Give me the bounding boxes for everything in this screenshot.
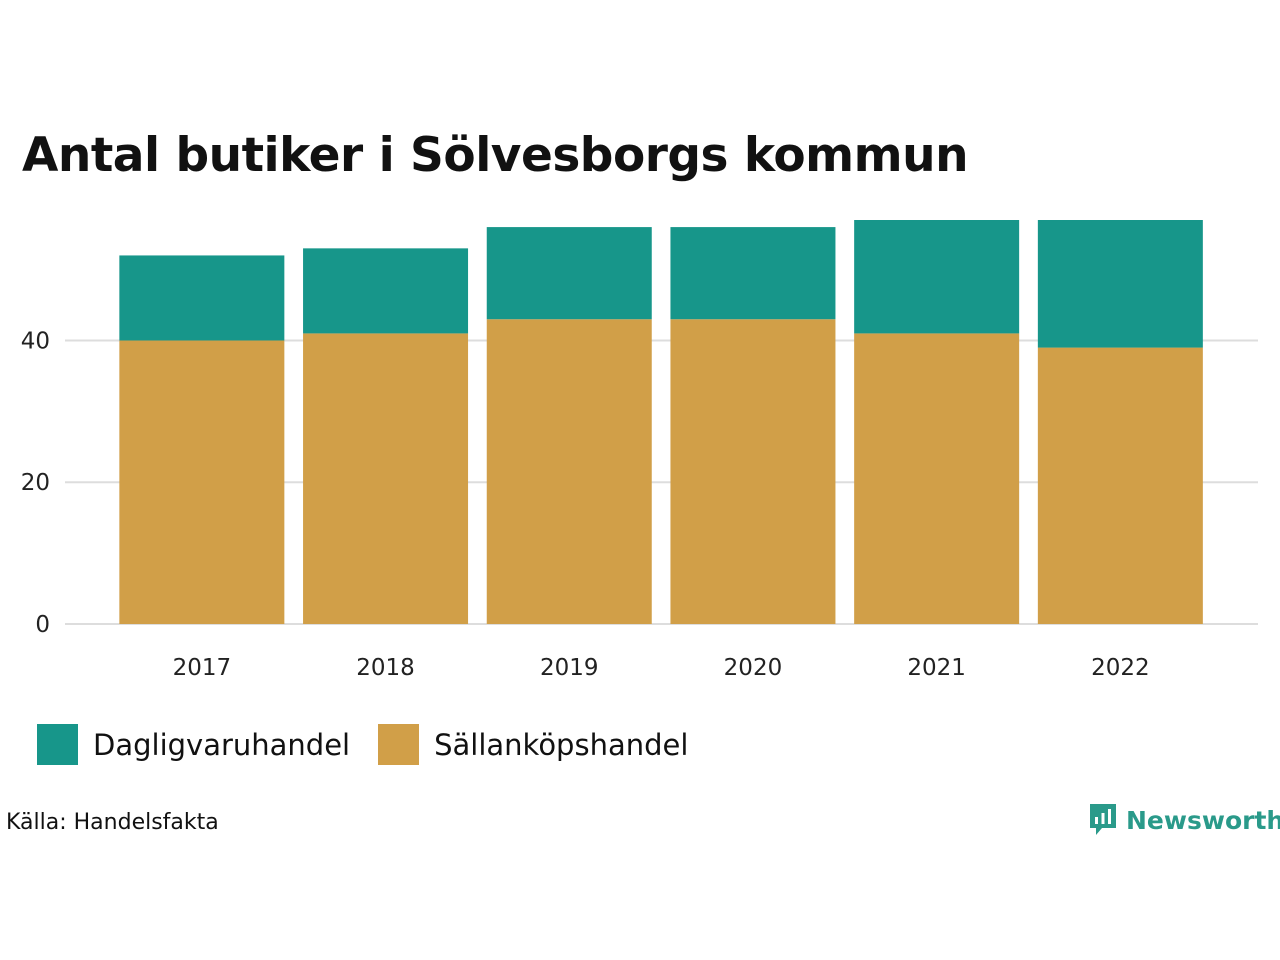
bar-sllankpshandel-2022 <box>1037 347 1203 624</box>
bar-dagligvaruhandel-2018 <box>303 248 469 334</box>
chart-title: Antal butiker i Sölvesborgs kommun <box>22 128 969 183</box>
bar-sllankpshandel-2021 <box>854 333 1020 624</box>
y-tick-label-20: 20 <box>21 470 50 496</box>
bar-sllankpshandel-2019 <box>486 319 652 624</box>
bar-sllankpshandel-2018 <box>303 333 469 624</box>
legend: Dagligvaruhandel Sällanköpshandel <box>37 724 716 765</box>
bar-dagligvaruhandel-2017 <box>119 255 285 341</box>
legend-swatch-sallankopshandel <box>378 724 420 765</box>
x-tick-label-2018: 2018 <box>356 655 415 681</box>
source-note: Källa: Handelsfakta <box>6 810 219 835</box>
legend-item-dagligvaruhandel: Dagligvaruhandel <box>37 724 350 765</box>
legend-item-sallankopshandel: Sällanköpshandel <box>378 724 688 765</box>
brand-name: Newsworthy <box>1126 805 1280 835</box>
y-tick-label-0: 0 <box>35 612 50 638</box>
stacked-bar-chart: 0 20 40 2017 2018 2019 2020 2021 2022 <box>21 220 1258 681</box>
y-tick-label-40: 40 <box>21 328 50 354</box>
x-tick-label-2022: 2022 <box>1091 655 1150 681</box>
bar-dagligvaruhandel-2021 <box>854 220 1020 334</box>
x-tick-label-2020: 2020 <box>724 655 783 681</box>
x-tick-label-2019: 2019 <box>540 655 599 681</box>
legend-label-dagligvaruhandel: Dagligvaruhandel <box>93 727 351 762</box>
brand: Newsworthy <box>1088 802 1280 838</box>
x-tick-label-2017: 2017 <box>173 655 232 681</box>
legend-label-sallankopshandel: Sällanköpshandel <box>434 727 689 762</box>
newsworthy-logo-icon <box>1090 804 1116 835</box>
bar-dagligvaruhandel-2019 <box>486 227 652 320</box>
legend-swatch-dagligvaruhandel <box>37 724 78 765</box>
x-tick-label-2021: 2021 <box>907 655 966 681</box>
bar-dagligvaruhandel-2022 <box>1037 220 1203 348</box>
bar-sllankpshandel-2020 <box>670 319 836 624</box>
bar-sllankpshandel-2017 <box>119 340 285 624</box>
bar-dagligvaruhandel-2020 <box>670 227 836 320</box>
